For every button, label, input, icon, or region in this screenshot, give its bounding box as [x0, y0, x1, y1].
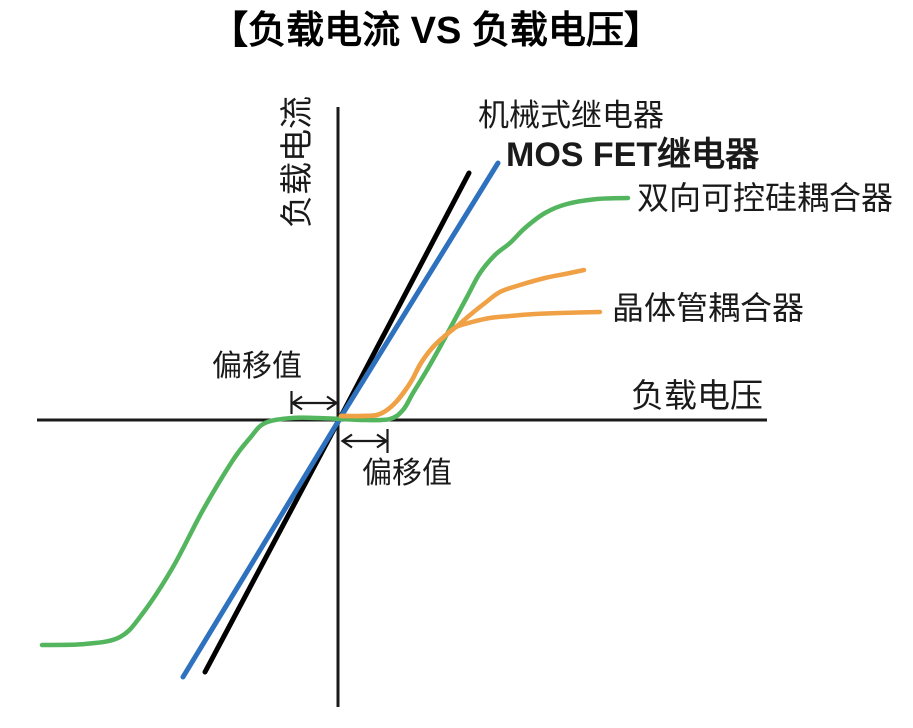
arrowhead-right-icon — [376, 433, 389, 449]
axes — [37, 107, 767, 707]
curve-triac-coupler — [39, 195, 631, 648]
y-axis-label: 负载电流 — [278, 96, 315, 228]
x-axis-label: 负载电压 — [631, 377, 763, 414]
label-triac-coupler: 双向可控硅耦合器 — [637, 180, 893, 216]
arrowhead-left-icon — [290, 395, 303, 411]
chart-title: 【负载电流 VS 负载电压】 — [210, 10, 662, 52]
series-curves — [39, 160, 631, 680]
offset-right-arrow — [340, 429, 389, 453]
curve-transistor-coupler-2 — [338, 309, 603, 419]
label-transistor-coupler: 晶体管耦合器 — [612, 290, 804, 326]
label-mosfet-relay: MOS FET继电器 — [506, 136, 760, 174]
arrowhead-left-icon — [340, 433, 353, 449]
offset-value-label-right: 偏移值 — [362, 457, 452, 490]
arrowhead-right-icon — [326, 395, 339, 411]
label-mechanical-relay: 机械式继电器 — [478, 98, 664, 133]
offset-value-label-left: 偏移值 — [212, 350, 302, 383]
offset-left-arrow — [290, 391, 339, 414]
